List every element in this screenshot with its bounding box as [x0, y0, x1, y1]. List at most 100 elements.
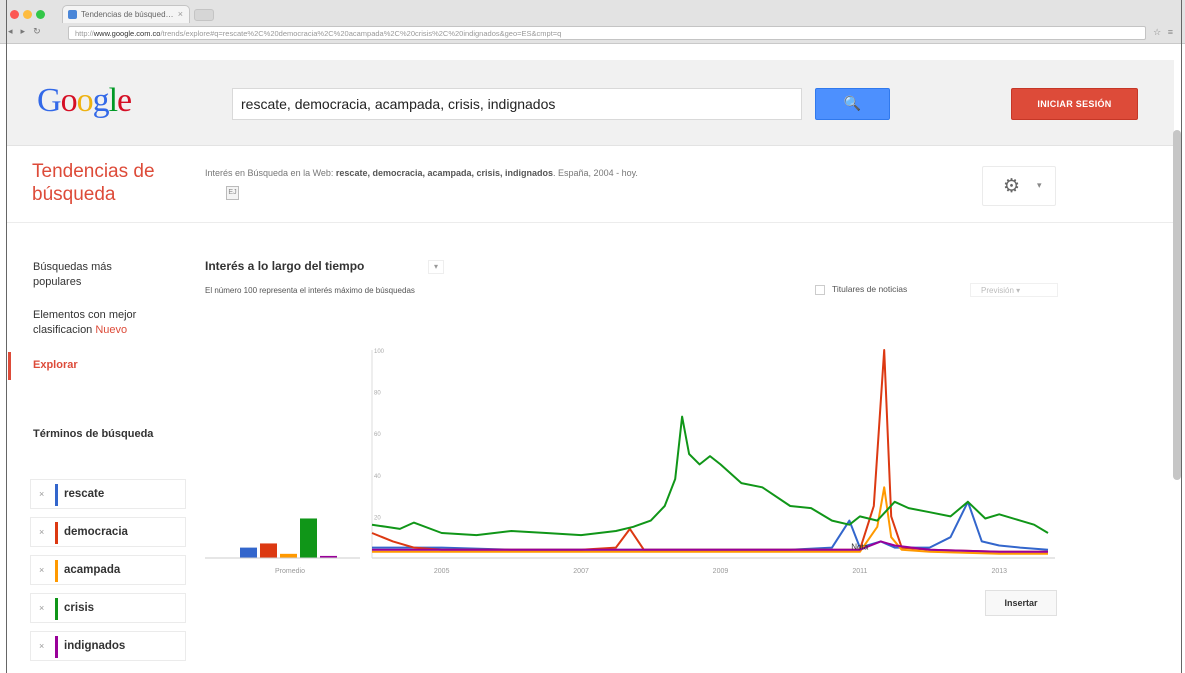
url-path: /trends/explore#q=rescate%2C%20democraci…	[160, 29, 562, 38]
x-tick-label: 2011	[852, 568, 867, 575]
average-bar-indignados	[320, 555, 337, 558]
term-label: acampada	[64, 564, 121, 576]
logo-letter: o	[76, 82, 94, 119]
sidebar-top-line1: Elementos con mejor	[33, 309, 137, 321]
url-domain: www.google.com.co	[93, 29, 161, 38]
x-tick-label: 2007	[573, 568, 589, 575]
chart-options-chevron-icon[interactable]: ▾	[428, 260, 444, 274]
chevron-down-icon: ▾	[1037, 180, 1042, 190]
active-indicator	[8, 352, 11, 380]
sidebar-item-popular-searches[interactable]: Búsquedas más populares	[33, 260, 112, 290]
news-headlines-label: Titulares de noticias	[832, 284, 908, 294]
sidebar-item-top-charts[interactable]: Elementos con mejor clasificacion Nuevo	[33, 308, 136, 338]
search-term-indignados[interactable]: × indignados	[30, 631, 186, 661]
remove-term-icon[interactable]: ×	[39, 603, 45, 613]
embed-button[interactable]: Insertar	[985, 590, 1057, 616]
series-line-indignados	[372, 540, 1048, 553]
logo-letter: o	[60, 82, 78, 119]
chart-title: Interés a lo largo del tiempo	[205, 259, 365, 273]
interest-over-time-chart[interactable]: Promedio 100 80 60 40 20 2005 2007 2009 2011 2013 N…	[200, 340, 1070, 580]
y-tick-label: 100	[374, 349, 385, 355]
search-button[interactable]: 🔍	[815, 88, 890, 120]
interest-suffix: . España, 2004 - hoy.	[553, 168, 638, 178]
scrollbar[interactable]	[1173, 130, 1181, 480]
page-title-line1: Tendencias de	[32, 161, 155, 182]
reload-icon[interactable]: ↻	[33, 26, 41, 36]
remove-term-icon[interactable]: ×	[39, 565, 45, 575]
settings-button[interactable]: ⚙ ▾	[982, 166, 1056, 206]
series-line-acampada	[372, 486, 1048, 555]
google-logo[interactable]: Google	[37, 82, 132, 120]
logo-letter: G	[37, 82, 62, 119]
gear-icon: ⚙	[1003, 176, 1021, 197]
sidebar-top-line2: clasificacion	[33, 324, 96, 336]
term-label: crisis	[64, 602, 95, 614]
signin-button[interactable]: INICIAR SESIÓN	[1011, 88, 1138, 120]
remove-term-icon[interactable]: ×	[39, 527, 45, 537]
forward-icon[interactable]: ▸	[20, 26, 26, 36]
term-label: indignados	[64, 640, 126, 652]
search-input[interactable]: rescate, democracia, acampada, crisis, i…	[232, 88, 802, 120]
interest-terms: rescate, democracia, acampada, crisis, i…	[335, 168, 554, 178]
google-header: Google rescate, democracia, acampada, cr…	[7, 60, 1174, 146]
logo-letter: l	[108, 82, 119, 119]
term-label: rescate	[64, 488, 105, 500]
average-bar-acampada	[280, 553, 297, 558]
average-bar-democracia	[260, 543, 277, 558]
term-color-swatch	[55, 484, 58, 506]
interest-prefix: Interés en Búsqueda en la Web:	[205, 168, 336, 178]
search-term-crisis[interactable]: × crisis	[30, 593, 186, 623]
page-title[interactable]: Tendencias de búsqueda	[32, 160, 155, 206]
search-icon: 🔍	[843, 95, 862, 111]
forecast-toggle[interactable]: Previsión ▾	[970, 283, 1058, 297]
tab-title: Tendencias de búsqued…	[81, 10, 174, 19]
minimize-window-button[interactable]	[23, 10, 32, 19]
y-tick-label: 60	[374, 432, 381, 438]
news-headlines-checkbox[interactable]	[815, 285, 825, 295]
logo-letter: e	[117, 82, 132, 119]
sidebar-popular-line1: Búsquedas más	[33, 261, 112, 273]
url-prefix: http://	[75, 29, 94, 38]
average-axis-label: Promedio	[275, 568, 305, 575]
chart-subtitle: El número 100 representa el interés máxi…	[205, 286, 415, 295]
search-term-acampada[interactable]: × acampada	[30, 555, 186, 585]
y-tick-label: 80	[374, 391, 381, 397]
browser-tab[interactable]: Tendencias de búsqued… ×	[62, 5, 190, 23]
x-tick-label: 2013	[991, 568, 1007, 575]
y-tick-label: 40	[374, 474, 381, 480]
series-line-rescate	[372, 500, 1049, 551]
term-color-swatch	[55, 560, 58, 582]
search-term-democracia[interactable]: × democracia	[30, 517, 186, 547]
zoom-window-button[interactable]	[36, 10, 45, 19]
browser-nav: ◂ ▸ ↻	[8, 26, 41, 37]
logo-letter: g	[92, 82, 110, 119]
sidebar-popular-line2: populares	[33, 276, 82, 288]
x-tick-label: 2009	[713, 568, 729, 575]
average-bar-crisis	[300, 518, 317, 558]
sidebar-item-explore[interactable]: Explorar	[33, 359, 78, 371]
search-term-rescate[interactable]: × rescate	[30, 479, 186, 509]
chart-annotation: Nota	[851, 543, 868, 552]
average-bar-rescate	[240, 547, 257, 558]
term-color-swatch	[55, 522, 58, 544]
series-line-democracia	[371, 349, 1048, 553]
close-window-button[interactable]	[10, 10, 19, 19]
new-tab-button[interactable]	[194, 9, 214, 21]
remove-term-icon[interactable]: ×	[39, 641, 45, 651]
term-color-swatch	[55, 636, 58, 658]
google-favicon-icon	[68, 10, 77, 19]
browser-menu-icons[interactable]: ☆ ≡	[1153, 27, 1175, 37]
embed-icon[interactable]: EJ	[226, 186, 239, 200]
interest-description: Interés en Búsqueda en la Web: rescate, …	[205, 168, 925, 178]
browser-chrome: Tendencias de búsqued… × ◂ ▸ ↻ http://ww…	[0, 0, 1185, 44]
back-icon[interactable]: ◂	[8, 26, 13, 36]
page-title-line2: búsqueda	[32, 184, 116, 205]
term-label: democracia	[64, 526, 128, 538]
divider	[7, 222, 1174, 223]
remove-term-icon[interactable]: ×	[39, 489, 45, 499]
term-color-swatch	[55, 598, 58, 620]
address-bar[interactable]: http://www.google.com.co/trends/explore#…	[68, 26, 1146, 40]
series-line-crisis	[371, 415, 1049, 537]
tab-close-icon[interactable]: ×	[177, 9, 183, 19]
search-terms-heading: Términos de búsqueda	[33, 428, 154, 440]
